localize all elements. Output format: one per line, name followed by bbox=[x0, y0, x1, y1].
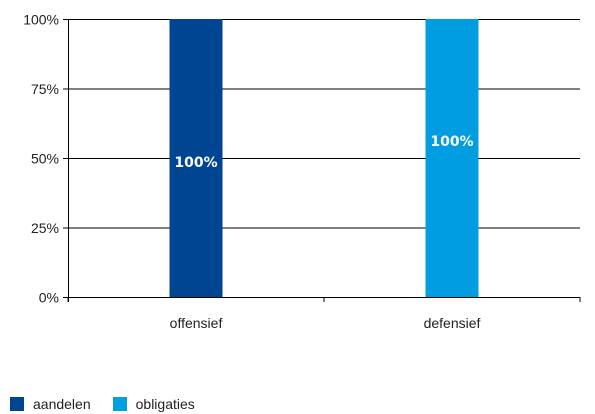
legend-swatch-aandelen bbox=[10, 397, 24, 411]
legend-label-aandelen: aandelen bbox=[33, 396, 91, 412]
x-category-label: defensief bbox=[424, 315, 481, 331]
legend: aandelen obligaties bbox=[10, 396, 217, 412]
data-labels: 100% 100% bbox=[174, 134, 473, 171]
bars bbox=[169, 19, 479, 297]
bar-obligaties-defensief bbox=[425, 19, 479, 297]
gridlines bbox=[68, 19, 580, 298]
y-tick-label: 100% bbox=[23, 12, 59, 28]
data-label: 100% bbox=[430, 134, 473, 150]
y-tick-label: 25% bbox=[31, 220, 59, 236]
bar-aandelen-offensief bbox=[169, 19, 223, 297]
legend-label-obligaties: obligaties bbox=[135, 396, 195, 412]
y-tick-label: 0% bbox=[39, 290, 59, 306]
y-tick-label: 50% bbox=[31, 151, 59, 167]
data-label: 100% bbox=[174, 155, 217, 171]
y-tick-label: 75% bbox=[31, 81, 59, 97]
y-axis-tick-labels: 0% 25% 50% 75% 100% bbox=[23, 12, 59, 306]
axes bbox=[63, 19, 581, 302]
legend-swatch-obligaties bbox=[112, 397, 127, 411]
legend-item-aandelen: aandelen bbox=[10, 396, 91, 412]
x-axis-category-labels: offensief defensief bbox=[170, 315, 481, 331]
legend-item-obligaties: obligaties bbox=[112, 396, 195, 412]
x-category-label: offensief bbox=[170, 315, 223, 331]
